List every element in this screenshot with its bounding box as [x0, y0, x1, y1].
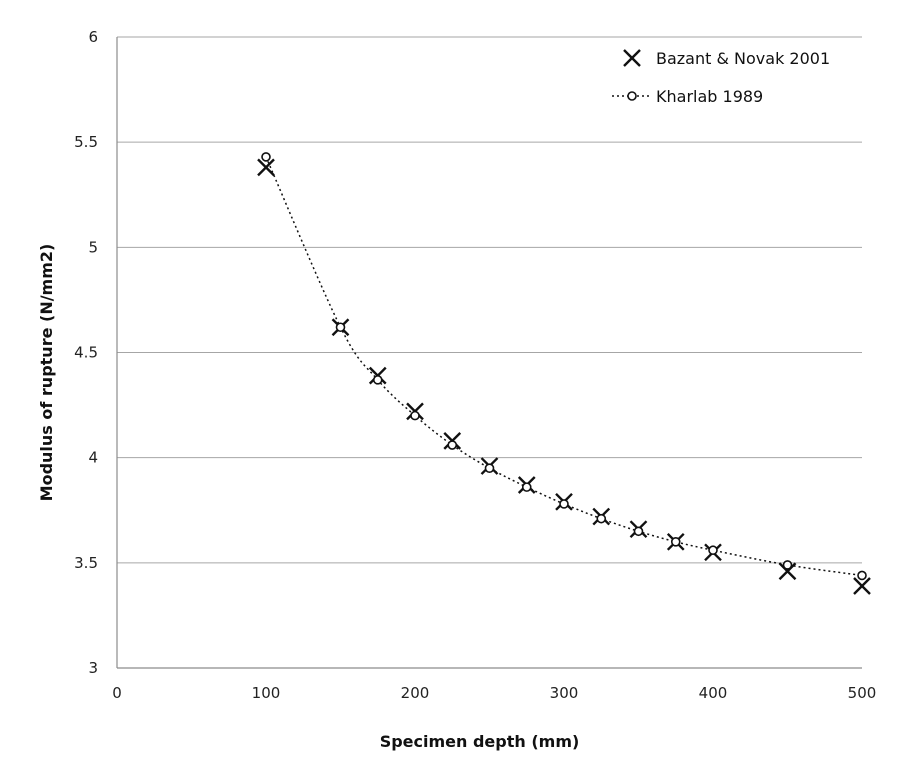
x-tick-labels: 0 100 200 300 400 500 [112, 684, 876, 702]
y-tick-label: 5.5 [74, 133, 98, 151]
point-kharlab [782, 560, 793, 570]
point-bazant-novak [257, 158, 275, 177]
y-tick-labels: 3 3.5 4 4.5 5 5.5 6 [74, 28, 98, 677]
x-tick-label: 0 [112, 684, 122, 702]
x-marker-stroke [257, 158, 275, 177]
legend-marker-kharlab [627, 91, 637, 101]
legend-label-kharlab: Kharlab 1989 [656, 87, 763, 106]
y-axis-title: Modulus of rupture (N/mm2) [37, 244, 56, 502]
y-tick-label: 5 [88, 238, 98, 256]
point-kharlab [447, 440, 458, 450]
point-kharlab [633, 526, 644, 537]
point-kharlab [335, 322, 346, 333]
gridlines [117, 36, 862, 564]
y-tick-label: 3.5 [74, 554, 98, 572]
point-kharlab [708, 545, 718, 556]
point-bazant-novak [853, 577, 871, 595]
x-tick-label: 300 [550, 684, 579, 702]
x-marker-stroke [623, 49, 641, 67]
point-kharlab [670, 536, 681, 547]
y-tick-label: 6 [88, 28, 98, 46]
y-tick-label: 4 [88, 449, 98, 467]
point-kharlab [521, 482, 532, 492]
legend-label-bazant-novak: Bazant & Novak 2001 [656, 49, 830, 68]
point-kharlab [596, 513, 607, 524]
point-kharlab [857, 570, 867, 581]
y-tick-label: 4.5 [74, 344, 98, 362]
x-tick-label: 200 [401, 684, 430, 702]
x-tick-label: 100 [252, 684, 281, 702]
point-kharlab [372, 375, 383, 385]
legend-marker-bazant-novak [623, 49, 641, 67]
x-tick-label: 500 [848, 684, 877, 702]
axes [116, 37, 862, 669]
series-marks [257, 152, 871, 595]
legend: Bazant & Novak 2001 Kharlab 1989 [612, 49, 830, 106]
y-tick-label: 3 [88, 659, 98, 677]
x-axis-title: Specimen depth (mm) [380, 732, 580, 751]
point-kharlab [559, 499, 569, 509]
point-kharlab [261, 152, 271, 162]
x-tick-label: 400 [699, 684, 728, 702]
point-bazant-novak [778, 562, 797, 581]
x-marker-stroke [778, 562, 797, 581]
point-kharlab [484, 463, 495, 473]
point-kharlab [410, 410, 420, 421]
x-marker-stroke [853, 577, 871, 595]
